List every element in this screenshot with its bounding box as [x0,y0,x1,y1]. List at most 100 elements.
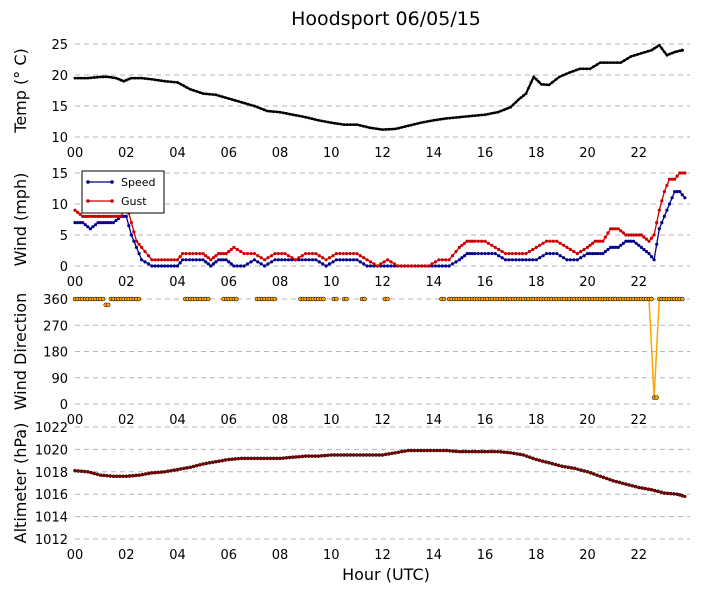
data-point [278,110,282,114]
data-point [657,43,661,47]
data-point [465,239,469,243]
data-point [140,76,144,80]
data-point [473,252,477,256]
data-point [344,296,349,302]
data-point [220,458,225,463]
data-point [100,296,106,302]
data-point [201,462,205,466]
data-point [409,264,414,268]
data-point [129,233,133,237]
data-point [665,208,669,212]
data-point [153,264,157,268]
data-point [550,461,555,466]
data-point [117,214,121,218]
data-point [266,256,270,260]
data-point [531,258,535,262]
data-point [650,48,653,52]
data-point [609,227,613,231]
data-point [118,474,122,479]
data-point [364,453,369,457]
data-point [368,126,372,130]
data-point [639,233,643,237]
x-tick-label: 14 [425,548,442,563]
data-point [83,223,87,227]
data-point [95,472,100,477]
data-point [683,494,687,499]
data-point [622,59,626,62]
y-tick-label: 25 [51,38,68,53]
data-point [216,252,221,256]
data-point [83,214,87,218]
data-point [137,473,141,478]
data-point [204,461,209,466]
data-point [629,233,633,237]
data-point [393,127,397,131]
data-point [588,67,592,71]
data-point [86,214,90,218]
data-point [96,214,100,218]
data-point [204,92,208,96]
data-point [191,258,195,262]
data-point [624,233,628,237]
data-point [467,449,471,454]
data-point [326,453,330,458]
data-point [450,254,455,258]
y-tick-label: 0 [60,260,68,275]
data-point [555,252,559,256]
data-point [660,47,664,50]
x-tick-label: 02 [118,275,135,290]
data-point [470,252,474,256]
data-point [341,258,345,262]
data-point [163,258,167,262]
data-point [387,127,391,131]
data-point [234,296,239,302]
data-point [468,239,472,243]
data-point [334,252,338,256]
data-point [79,469,84,474]
data-point [73,76,77,80]
data-point [194,258,198,262]
data-point [516,98,520,102]
data-point [461,115,464,119]
data-point [106,75,110,79]
data-point [76,76,80,80]
data-point [205,296,211,302]
data-point [147,77,150,81]
data-point [143,249,147,254]
data-point [374,453,378,457]
data-point [655,45,659,49]
data-point [78,221,82,225]
data-point [88,227,92,231]
data-point [306,454,311,458]
data-point [307,116,311,120]
data-point [670,196,674,200]
data-point [211,256,215,260]
data-point [639,245,643,249]
data-point [579,256,583,260]
data-point [582,254,586,258]
y-tick-label: 15 [51,100,68,115]
data-point [454,449,459,454]
data-point [642,247,646,252]
data-point [517,258,521,262]
data-point [301,115,304,118]
data-point [614,245,618,249]
data-point [569,466,574,470]
data-point [124,214,128,218]
data-point [300,258,304,262]
data-point [667,177,672,181]
data-point [545,83,548,87]
data-point [490,112,493,115]
data-point [140,245,144,249]
data-point [493,245,497,249]
data-point [460,256,464,260]
data-point [637,233,641,237]
data-point [262,108,266,112]
data-point [121,474,125,479]
data-point [524,92,528,95]
data-point [616,245,620,249]
data-point [527,258,532,262]
data-point [150,264,154,268]
data-point [300,254,304,258]
data-point [483,239,487,243]
